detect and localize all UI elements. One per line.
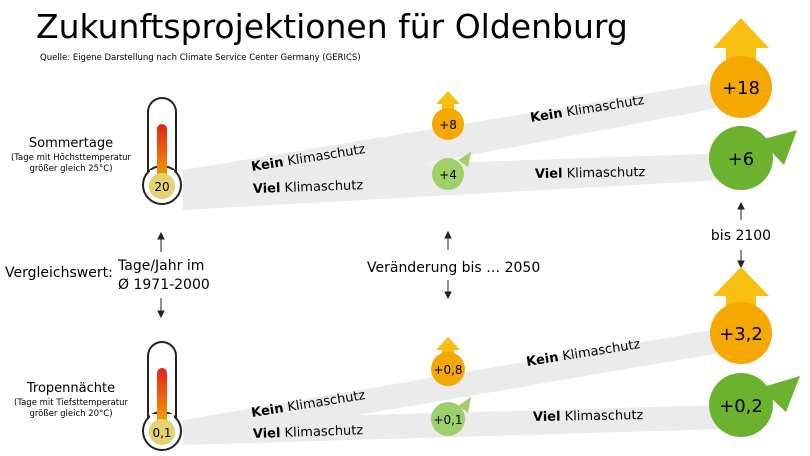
vergleich-label: Vergleichswert: [5, 265, 113, 281]
sommertage-desc1: (Tage mit Höchsttemperatur [11, 153, 132, 163]
tage-line1: Tage/Jahr im [117, 258, 204, 274]
sommertage-desc2: größer gleich 25°C) [29, 164, 112, 174]
sommertage-viel-2100-label: Viel Klimaschutz [535, 165, 646, 182]
tage-line2: Ø 1971-2000 [118, 277, 210, 293]
sommertage-bands [183, 75, 760, 210]
svg-text:+6: +6 [728, 149, 755, 170]
tropen-desc2: größer gleich 20°C) [29, 409, 112, 419]
tropen-kein-2100-marker: +3,2 [710, 267, 772, 364]
change-arrows [444, 230, 452, 300]
svg-text:+8: +8 [439, 118, 457, 132]
bis2100-label: bis 2100 [711, 228, 771, 244]
tropen-desc1: (Tage mit Tiefsttemperatur [14, 398, 128, 408]
tropen-viel-2050-label: Viel Klimaschutz [253, 423, 364, 442]
source-note: Quelle: Eigene Darstellung nach Climate … [40, 53, 361, 63]
tropen-viel-2100-label: Viel Klimaschutz [533, 408, 644, 425]
thermometer-icon-sommertage: 20 [142, 97, 182, 205]
baseline-arrows [157, 231, 165, 319]
sommertage-viel-2050-label: Viel Klimaschutz [253, 178, 364, 197]
svg-text:+0,1: +0,1 [433, 413, 462, 427]
tropen-baseline: 0,1 [152, 426, 171, 440]
tropen-label: Tropennächte [26, 381, 115, 396]
svg-text:+0,2: +0,2 [719, 396, 763, 417]
thermometer-icon-tropennaechte: 0,1 [142, 341, 182, 451]
tropen-viel-2100-marker: +0,2 [709, 373, 800, 437]
svg-text:+4: +4 [439, 168, 457, 182]
tropen-kein-2050-marker: +0,8 [431, 337, 465, 386]
bis2100-arrows [737, 201, 745, 269]
tropen-viel-2050-marker: +0,1 [431, 397, 471, 436]
tropennaechte-bands [183, 322, 760, 445]
sommertage-viel-2100-marker: +6 [709, 126, 797, 190]
svg-text:+18: +18 [722, 78, 760, 99]
sommertage-viel-2050-marker: +4 [432, 152, 471, 190]
svg-text:+3,2: +3,2 [719, 324, 763, 345]
sommertage-kein-2100-marker: +18 [710, 18, 772, 118]
svg-text:+0,8: +0,8 [433, 363, 462, 377]
sommertage-kein-2050-marker: +8 [432, 91, 464, 140]
veraenderung-label: Veränderung bis … 2050 [367, 260, 540, 276]
page-title: Zukunftsprojektionen für Oldenburg [36, 7, 628, 46]
sommertage-baseline: 20 [154, 180, 169, 194]
sommertage-label: Sommertage [29, 136, 113, 151]
